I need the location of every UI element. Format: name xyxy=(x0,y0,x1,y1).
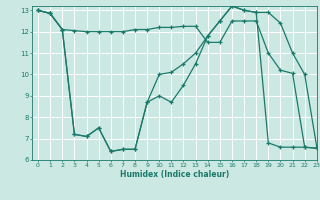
X-axis label: Humidex (Indice chaleur): Humidex (Indice chaleur) xyxy=(120,170,229,179)
